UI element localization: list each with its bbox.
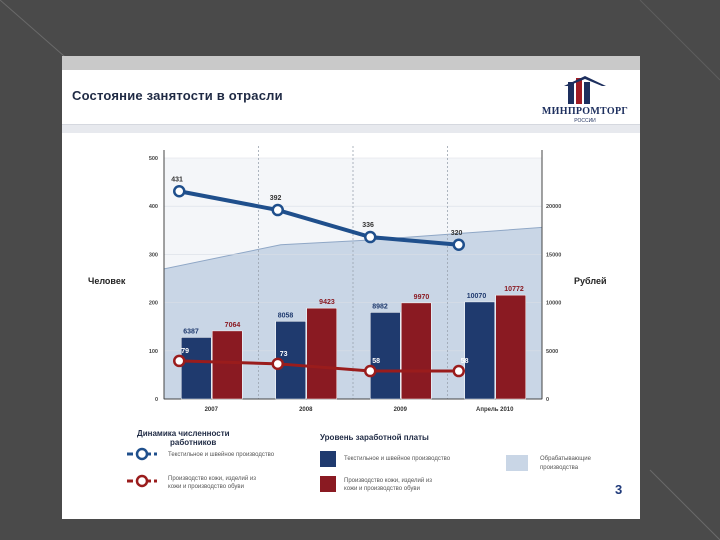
right-tick-label: 10000 [546, 301, 561, 307]
right-tick-label: 15000 [546, 252, 561, 258]
left-tick-label: 300 [149, 252, 158, 258]
bar-textile [370, 312, 401, 400]
left-tick-label: 100 [149, 349, 158, 355]
left-axis-title: Человек [88, 276, 126, 286]
bar-label-textile: 6387 [183, 328, 199, 335]
bar-label-textile: 10070 [467, 293, 487, 300]
category-label: Апрель 2010 [476, 407, 514, 413]
category-label: 2009 [394, 407, 408, 413]
bar-textile [181, 337, 212, 400]
point-textile [452, 238, 465, 252]
ministry-logo: МИНПРОМТОРГ РОССИИ [540, 76, 630, 128]
legend-marker-leather [135, 474, 149, 488]
bar-leather [212, 330, 243, 400]
legend-marker-textile [135, 447, 149, 461]
legend-label-leather-bar-cont: кожи и производство обуви [344, 486, 420, 492]
line-leather [179, 359, 459, 373]
point-textile [173, 185, 186, 198]
title-divider [62, 124, 640, 133]
right-tick-label: 5000 [546, 349, 558, 355]
bar-leather [306, 307, 337, 400]
point-textile [364, 230, 377, 244]
legend-title-wages: Уровень заработной платы [320, 433, 429, 442]
point-label-leather: 73 [280, 351, 288, 358]
logo-mark-icon [564, 76, 606, 104]
point-leather [364, 364, 377, 378]
legend-title-employment: Динамика численности [137, 429, 230, 438]
point-label-textile: 431 [171, 176, 183, 183]
legend-label-textile-bar: Текстильное и швейное производство [344, 455, 451, 462]
legend-swatch-area [506, 455, 528, 471]
bar-leather [495, 294, 526, 400]
bar-label-leather: 9970 [414, 294, 430, 301]
legend-swatch-textile-bar [320, 451, 336, 467]
left-tick-label: 200 [149, 301, 158, 307]
left-tick-label: 500 [149, 156, 158, 162]
logo-name: МИНПРОМТОРГ [541, 106, 629, 117]
point-leather [173, 354, 186, 368]
legend-title-employment-cont: работников [170, 438, 216, 447]
bar-label-leather: 9423 [319, 299, 335, 306]
right-tick-label: 20000 [546, 204, 561, 210]
right-tick-label: 0 [546, 397, 549, 403]
logo-subtitle: РОССИИ [574, 118, 596, 124]
category-label: 2008 [299, 407, 313, 413]
bar-leather [401, 302, 432, 400]
legend-label-area-cont: производства [540, 465, 579, 471]
legend-label-leather-line-cont: кожи и производство обуви [168, 484, 244, 490]
category-label: 2007 [205, 407, 219, 413]
point-label-textile: 392 [270, 195, 282, 202]
slide-title: Состояние занятости в отрасли [72, 88, 283, 103]
legend-swatch-leather-bar [320, 476, 336, 492]
bar-label-textile: 8058 [278, 312, 294, 319]
line-textile [178, 189, 459, 247]
legend-label-leather-bar: Производство кожи, изделий из [344, 477, 432, 484]
point-textile [271, 203, 284, 217]
left-tick-label: 0 [155, 397, 158, 403]
left-tick-label: 400 [149, 204, 158, 210]
employment-chart: 010020030040050005000100001500020000Чело… [88, 146, 606, 492]
bar-label-leather: 10772 [504, 286, 524, 293]
point-label-leather: 79 [181, 348, 189, 355]
legend-label-leather-line: Производство кожи, изделий из [168, 475, 256, 482]
right-axis-title: Рублей [574, 276, 606, 286]
page-number: 3 [615, 482, 623, 497]
point-leather [271, 357, 284, 371]
point-label-textile: 336 [362, 222, 374, 229]
bar-label-textile: 8982 [372, 303, 388, 310]
point-leather [452, 364, 465, 378]
point-label-textile: 320 [451, 230, 463, 237]
slide-top-bar [62, 56, 640, 70]
legend-label-textile-line: Текстильное и швейное производство [168, 451, 275, 458]
point-label-leather: 58 [372, 358, 380, 365]
bar-textile [464, 301, 495, 400]
legend-label-area: Обрабатывающие [540, 456, 592, 462]
point-label-leather: 58 [461, 358, 469, 365]
bar-label-leather: 7064 [225, 322, 241, 329]
